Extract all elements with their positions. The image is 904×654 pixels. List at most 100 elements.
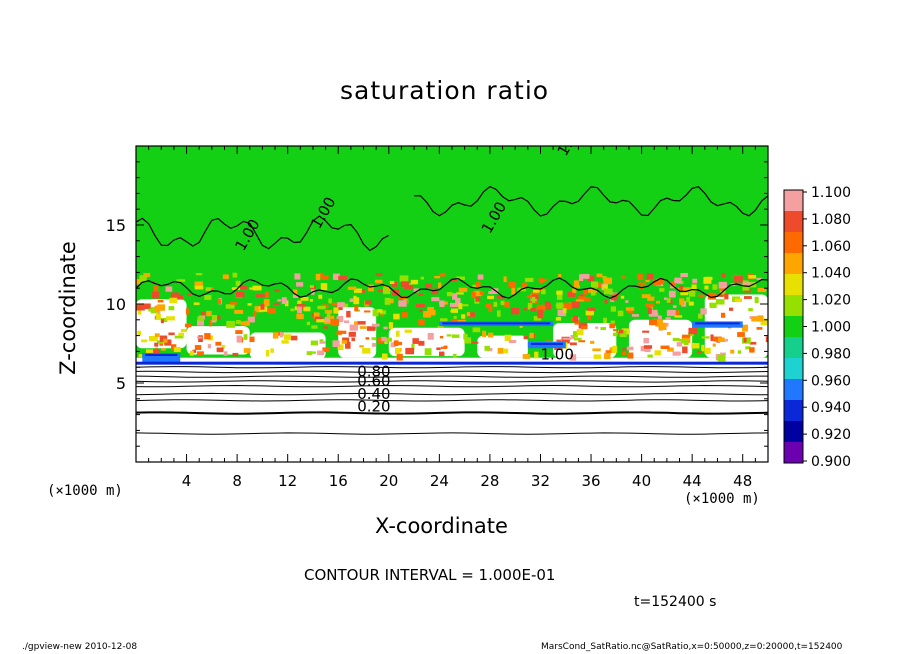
- heatmap-cell: [177, 294, 183, 300]
- heatmap-cell: [574, 320, 580, 325]
- heatmap-cell: [265, 291, 269, 299]
- heatmap-cell: [596, 282, 602, 288]
- heatmap-cell: [416, 303, 425, 308]
- heatmap-cell: [324, 317, 331, 323]
- heatmap-cell: [678, 338, 683, 342]
- heatmap-cell: [532, 289, 540, 293]
- heatmap-cell: [717, 337, 725, 343]
- heatmap-cell: [384, 337, 392, 342]
- heatmap-cell: [293, 289, 298, 295]
- heatmap-cell: [243, 334, 248, 340]
- colorbar-label: 1.040: [811, 266, 851, 282]
- heatmap-cell: [555, 304, 564, 307]
- heatmap-cell: [464, 337, 472, 344]
- heatmap-cell: [557, 309, 567, 317]
- heatmap-cell: [232, 352, 239, 357]
- heatmap-cell: [578, 322, 588, 329]
- heatmap-cell: [170, 344, 177, 351]
- heatmap-cell: [579, 294, 584, 297]
- heatmap-cell: [451, 334, 460, 338]
- colorbar-swatch: [784, 274, 803, 296]
- heatmap-cell: [691, 284, 697, 292]
- heatmap-cell: [603, 288, 613, 295]
- heatmap-cell: [184, 323, 192, 328]
- heatmap-cell: [646, 273, 654, 280]
- colorbar-label: 0.900: [811, 454, 851, 470]
- heatmap-cell: [572, 288, 577, 293]
- heatmap-cell: [724, 293, 729, 300]
- heatmap-cell: [737, 350, 742, 354]
- heatmap-cell: [575, 299, 585, 302]
- heatmap-cell: [139, 275, 147, 282]
- heatmap-cell: [211, 320, 217, 323]
- heatmap-cell: [413, 288, 419, 293]
- heatmap-cell: [500, 300, 505, 305]
- heatmap-cell: [617, 310, 624, 317]
- heatmap-cell: [721, 338, 728, 342]
- heatmap-cell: [364, 310, 371, 313]
- heatmap-cell: [627, 352, 634, 359]
- heatmap-cell: [748, 275, 757, 279]
- heatmap-cell: [159, 343, 164, 346]
- heatmap-cell: [323, 326, 329, 329]
- heatmap-cell: [231, 287, 241, 290]
- heatmap-cell: [704, 285, 709, 290]
- x-tick-label: 48: [733, 472, 752, 490]
- x-tick-label: 12: [278, 472, 297, 490]
- heatmap-cell: [393, 313, 400, 320]
- heatmap-cell: [154, 342, 159, 347]
- heatmap-cell: [461, 304, 469, 307]
- heatmap-cell: [449, 278, 458, 282]
- heatmap-cell: [205, 287, 212, 291]
- heatmap-cell: [154, 305, 160, 313]
- colorbar-label: 1.060: [811, 239, 851, 255]
- heatmap-cell: [180, 328, 187, 333]
- colorbar-label: 1.020: [811, 293, 851, 309]
- heatmap-cell: [742, 282, 751, 285]
- heatmap-cell: [531, 296, 536, 303]
- heatmap-cell: [336, 302, 345, 308]
- heatmap-cell: [377, 309, 383, 313]
- heatmap-cell: [326, 311, 331, 319]
- heatmap-cell: [544, 301, 550, 307]
- heatmap-cell: [641, 294, 651, 299]
- heatmap-cell: [379, 310, 387, 315]
- heatmap-cell: [238, 285, 247, 290]
- contour-line: [136, 375, 768, 378]
- heatmap-cell: [596, 273, 603, 278]
- colorbar-swatch: [784, 253, 803, 275]
- heatmap-cell: [637, 274, 643, 281]
- heatmap-cell: [446, 334, 452, 337]
- heatmap-cell: [194, 285, 204, 290]
- heatmap-cell: [200, 311, 205, 318]
- heatmap-cell: [372, 309, 379, 317]
- heatmap-cell: [668, 290, 676, 298]
- heatmap-cell: [353, 295, 357, 302]
- heatmap-cell: [511, 287, 516, 295]
- heatmap-cell: [148, 336, 158, 341]
- heatmap-cell: [737, 332, 745, 337]
- heatmap-cell: [688, 290, 696, 297]
- heatmap-cell: [322, 347, 330, 353]
- heatmap-cell: [682, 334, 691, 338]
- heatmap-cell: [166, 316, 175, 321]
- heatmap-cell: [225, 304, 235, 309]
- heatmap-cell: [536, 304, 546, 311]
- heatmap-cell: [701, 344, 705, 352]
- heatmap-cell: [136, 278, 141, 285]
- heatmap-cell: [583, 289, 588, 295]
- heatmap-cell: [296, 313, 304, 319]
- heatmap-cell: [424, 348, 432, 356]
- heatmap-cell: [479, 290, 484, 296]
- heatmap-cell: [226, 320, 236, 328]
- heatmap-cell: [395, 330, 400, 337]
- heatmap-cell: [317, 350, 325, 356]
- unsaturated-patch: [186, 326, 250, 355]
- heatmap-cell: [204, 295, 212, 300]
- heatmap-cell: [453, 315, 457, 319]
- heatmap-cell: [682, 346, 688, 354]
- heatmap-cell: [309, 285, 314, 288]
- heatmap-cell: [377, 289, 387, 293]
- heatmap-cell: [523, 336, 529, 340]
- heatmap-cell: [676, 342, 683, 347]
